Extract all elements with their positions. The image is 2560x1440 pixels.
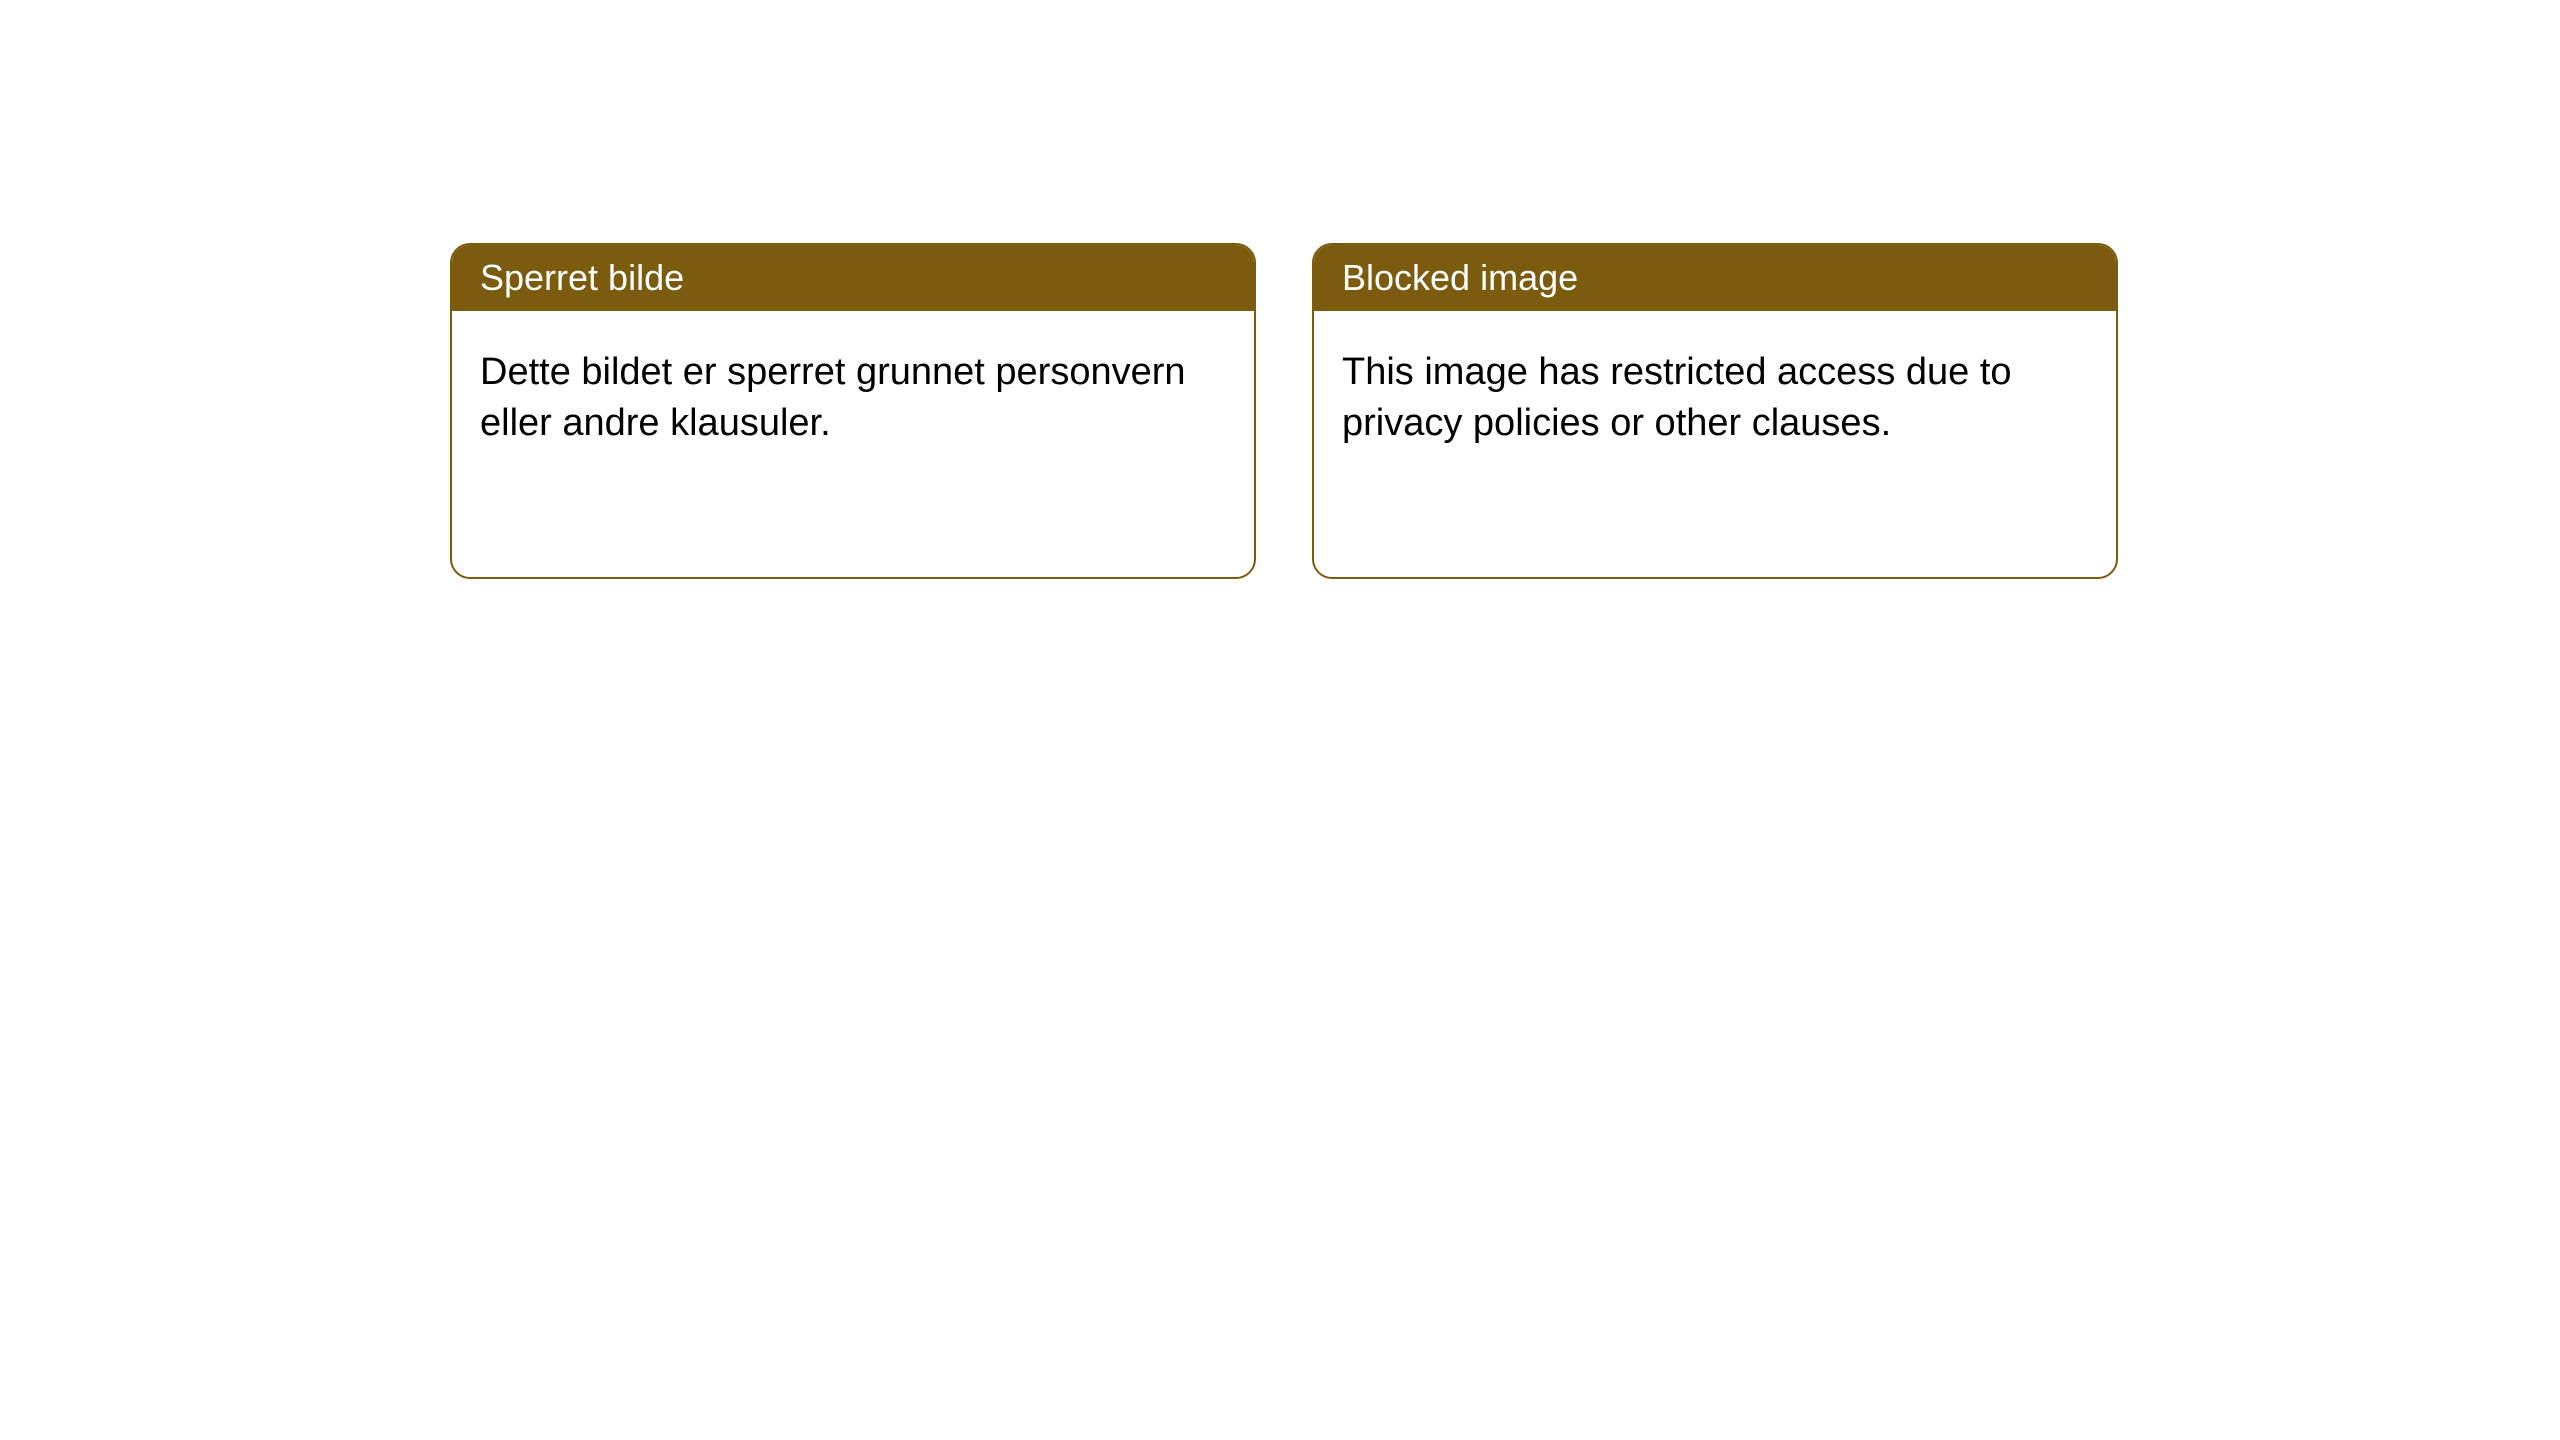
blocked-image-card-en: Blocked image This image has restricted … [1312, 243, 2118, 579]
card-header-no: Sperret bilde [452, 245, 1254, 311]
card-title-en: Blocked image [1342, 257, 1578, 298]
notice-cards-container: Sperret bilde Dette bildet er sperret gr… [0, 0, 2560, 579]
card-body-en: This image has restricted access due to … [1314, 311, 2116, 486]
card-body-no: Dette bildet er sperret grunnet personve… [452, 311, 1254, 486]
card-message-en: This image has restricted access due to … [1342, 351, 2012, 444]
card-header-en: Blocked image [1314, 245, 2116, 311]
blocked-image-card-no: Sperret bilde Dette bildet er sperret gr… [450, 243, 1256, 579]
card-message-no: Dette bildet er sperret grunnet personve… [480, 351, 1186, 444]
card-title-no: Sperret bilde [480, 257, 684, 298]
